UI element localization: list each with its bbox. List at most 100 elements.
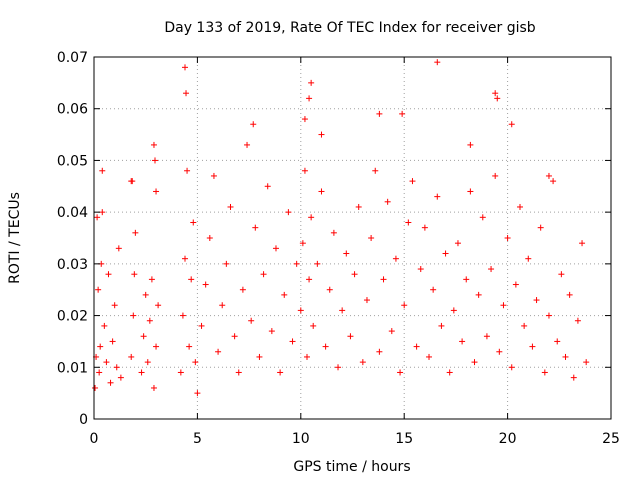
data-point <box>152 157 159 164</box>
data-point <box>392 255 399 262</box>
data-point <box>372 167 379 174</box>
data-point <box>533 297 540 304</box>
data-point <box>198 322 205 329</box>
data-point <box>483 333 490 340</box>
data-point <box>413 343 420 350</box>
x-tick-label: 0 <box>90 431 99 447</box>
data-point <box>496 348 503 355</box>
data-point <box>574 317 581 324</box>
data-point <box>438 322 445 329</box>
data-point <box>541 369 548 376</box>
data-point <box>310 322 317 329</box>
data-point <box>142 291 149 298</box>
data-point <box>504 235 511 241</box>
data-point <box>368 235 375 241</box>
data-point <box>517 203 524 210</box>
data-point <box>264 183 271 190</box>
data-point <box>566 291 573 298</box>
data-point <box>421 224 428 231</box>
data-point <box>219 302 226 309</box>
data-point <box>144 359 151 366</box>
data-point <box>105 271 112 278</box>
data-point <box>376 348 383 355</box>
data-point <box>304 353 311 360</box>
grid <box>94 57 611 419</box>
data-points <box>92 59 590 397</box>
x-tick-label: 15 <box>395 431 413 447</box>
data-point <box>508 364 515 371</box>
data-point <box>306 276 313 283</box>
data-point <box>96 369 103 376</box>
data-point <box>347 333 354 340</box>
data-point <box>579 240 586 247</box>
data-point <box>450 307 457 314</box>
data-point <box>289 338 296 345</box>
data-point <box>130 312 137 319</box>
data-point <box>454 240 461 247</box>
data-point <box>244 141 251 148</box>
data-point <box>285 209 292 216</box>
data-point <box>293 260 300 267</box>
data-point <box>268 328 275 335</box>
data-point <box>537 224 544 231</box>
data-point <box>446 369 453 376</box>
data-point <box>252 224 259 231</box>
y-tick-label: 0 <box>79 412 88 428</box>
data-point <box>239 286 246 293</box>
y-tick-label: 0.06 <box>57 102 88 118</box>
data-point <box>343 250 350 257</box>
data-point <box>459 338 466 345</box>
data-point <box>301 116 308 123</box>
x-tick-label: 10 <box>292 431 310 447</box>
data-point <box>260 271 267 278</box>
data-point <box>277 369 284 376</box>
data-point <box>153 343 160 350</box>
data-point <box>351 271 358 278</box>
data-point <box>380 276 387 283</box>
data-point <box>181 64 188 71</box>
data-point <box>500 302 507 309</box>
data-point <box>192 359 199 366</box>
data-point <box>248 317 255 324</box>
data-point <box>463 276 470 283</box>
y-tick-label: 0.04 <box>57 205 88 221</box>
data-point <box>150 141 157 148</box>
data-point <box>475 291 482 298</box>
data-point <box>194 390 201 397</box>
data-point <box>235 369 242 376</box>
data-point <box>128 178 135 185</box>
data-point <box>434 193 441 200</box>
data-point <box>150 384 157 391</box>
data-point <box>95 286 102 293</box>
data-point <box>146 317 153 324</box>
data-point <box>301 167 308 174</box>
data-point <box>206 235 213 241</box>
data-point <box>223 260 230 267</box>
data-point <box>397 369 404 376</box>
data-point <box>494 95 501 102</box>
data-point <box>190 219 197 226</box>
y-axis-title: ROTI / TECUs <box>7 192 23 284</box>
data-point <box>409 178 416 185</box>
data-point <box>281 291 288 298</box>
y-tick-label: 0.03 <box>57 257 88 273</box>
data-point <box>554 338 561 345</box>
data-point <box>117 374 124 381</box>
data-point <box>467 188 474 195</box>
data-point <box>113 364 120 371</box>
data-point <box>322 343 329 350</box>
data-point <box>583 359 590 366</box>
data-point <box>335 364 342 371</box>
data-point <box>179 312 186 319</box>
chart-title: Day 133 of 2019, Rate Of TEC Index for r… <box>164 20 535 36</box>
data-point <box>250 121 257 128</box>
data-point <box>132 229 139 236</box>
data-point <box>111 302 118 309</box>
data-point <box>115 245 122 252</box>
data-point <box>107 379 114 386</box>
data-point <box>376 110 383 117</box>
data-point <box>318 131 325 138</box>
data-point <box>550 178 557 185</box>
plot-frame <box>93 56 612 420</box>
